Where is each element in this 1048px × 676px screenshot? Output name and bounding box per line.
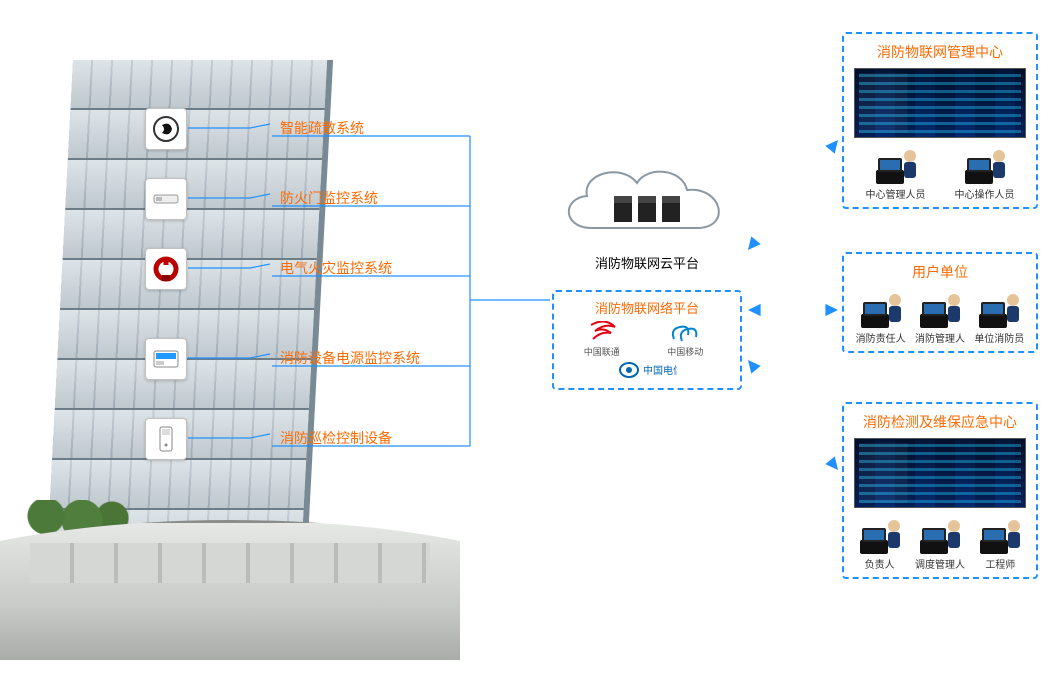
panel-mgmt-roles: 中心管理人员 中心操作人员 (854, 144, 1026, 201)
panel-maint-roles: 负责人 调度管理人 工程师 (854, 514, 1026, 571)
panel-mgmt-role-1-label: 中心操作人员 (955, 186, 1015, 201)
panel-user-role-2-label: 单位消防员 (974, 330, 1024, 345)
panel-user-role-1-label: 消防管理人 (915, 330, 965, 345)
panel-user: 用户单位消防责任人消防管理人单位消防员 (842, 252, 1038, 353)
panel-maint-screens (854, 438, 1026, 508)
panel-maint-role-0-label: 负责人 (865, 556, 895, 571)
panel-maint-title: 消防检测及维保应急中心 (854, 412, 1026, 432)
panel-user-role-2: 单位消防员 (974, 288, 1024, 345)
panel-mgmt-role-0-label: 中心管理人员 (866, 186, 926, 201)
panel-mgmt: 消防物联网管理中心中心管理人员 中心操作人员 (842, 32, 1038, 209)
panel-maint-role-2-label: 工程师 (985, 556, 1015, 571)
panel-maint-role-1: 调度管理人 (915, 514, 965, 571)
panel-maint-role-1-label: 调度管理人 (915, 556, 965, 571)
panel-user-roles: 消防责任人消防管理人单位消防员 (854, 288, 1026, 345)
panel-mgmt-role-0: 中心管理人员 (866, 144, 926, 201)
panel-user-title: 用户单位 (854, 262, 1026, 282)
panel-maint: 消防检测及维保应急中心负责人 调度管理人 工程师 (842, 402, 1038, 579)
arrow-2 (748, 360, 838, 470)
panel-user-role-1: 消防管理人 (915, 288, 965, 345)
panel-mgmt-screens (854, 68, 1026, 138)
panel-user-role-0: 消防责任人 (856, 288, 906, 345)
panel-mgmt-role-1: 中心操作人员 (955, 144, 1015, 201)
panel-maint-role-0: 负责人 (858, 514, 902, 571)
panel-maint-role-2: 工程师 (978, 514, 1022, 571)
panel-mgmt-title: 消防物联网管理中心 (854, 42, 1026, 62)
panel-user-role-0-label: 消防责任人 (856, 330, 906, 345)
arrow-0 (748, 140, 838, 250)
